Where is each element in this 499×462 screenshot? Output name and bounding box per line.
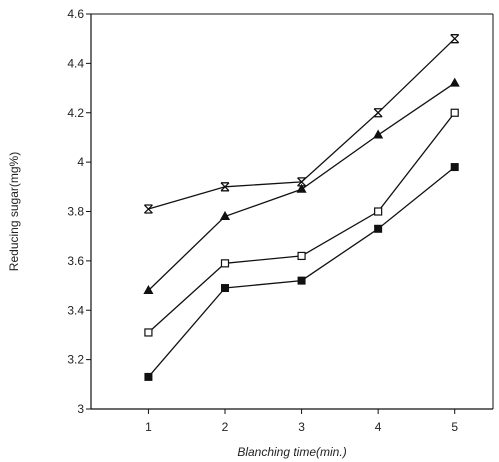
data-point-triangle [373,129,384,139]
data-point-open-square [220,259,230,268]
series-filled-square [144,163,459,381]
data-point-x-bar [373,108,383,118]
data-point-triangle [296,183,307,193]
data-point-triangle [449,77,460,87]
series-group [143,34,460,381]
y-tick-label: 3.4 [67,303,84,317]
data-point-filled-square [374,224,383,233]
data-point-open-square [144,328,153,337]
y-tick-label: 4 [77,155,84,169]
data-point-open-square [450,108,459,117]
data-point-x-bar [220,182,230,192]
y-tick-label: 3.8 [67,205,84,219]
y-tick-label: 4.6 [67,7,84,21]
data-point-filled-square [297,276,306,285]
series-line [147,112,456,333]
x-tick-label: 1 [145,420,152,434]
x-tick-label: 3 [298,420,305,434]
data-point-filled-square [144,372,153,381]
y-tick-label: 3 [77,402,84,416]
y-axis-title: Reducing sugar(mg%) [7,152,21,271]
x-axis-ticks: 1 2 3 4 5 [145,409,458,434]
series-open-square [144,108,459,337]
x-tick-label: 4 [375,420,382,434]
data-point-filled-square [450,163,459,172]
data-point-open-square [297,251,306,261]
y-axis-ticks: 3 3.2 3.4 3.6 3.8 4 4.2 4.4 4.6 [67,7,91,416]
series-line [147,166,456,378]
data-point-open-square [374,207,383,216]
y-tick-label: 4.4 [67,56,84,70]
data-point-filled-square [221,284,229,293]
data-point-x-bar [450,34,460,44]
data-point-triangle [219,210,231,220]
x-tick-label: 5 [451,420,458,434]
data-point-x-bar [297,177,307,187]
series-triangle [143,77,460,294]
x-axis-title: Blanching time(min.) [237,445,346,459]
data-point-triangle [143,284,154,294]
series-line [148,38,456,210]
y-tick-label: 3.2 [67,353,84,367]
data-point-x-bar [143,204,153,214]
x-tick-label: 2 [222,420,229,434]
y-tick-label: 3.6 [67,254,84,268]
series-x-bar [143,34,460,214]
y-tick-label: 4.2 [67,106,84,120]
